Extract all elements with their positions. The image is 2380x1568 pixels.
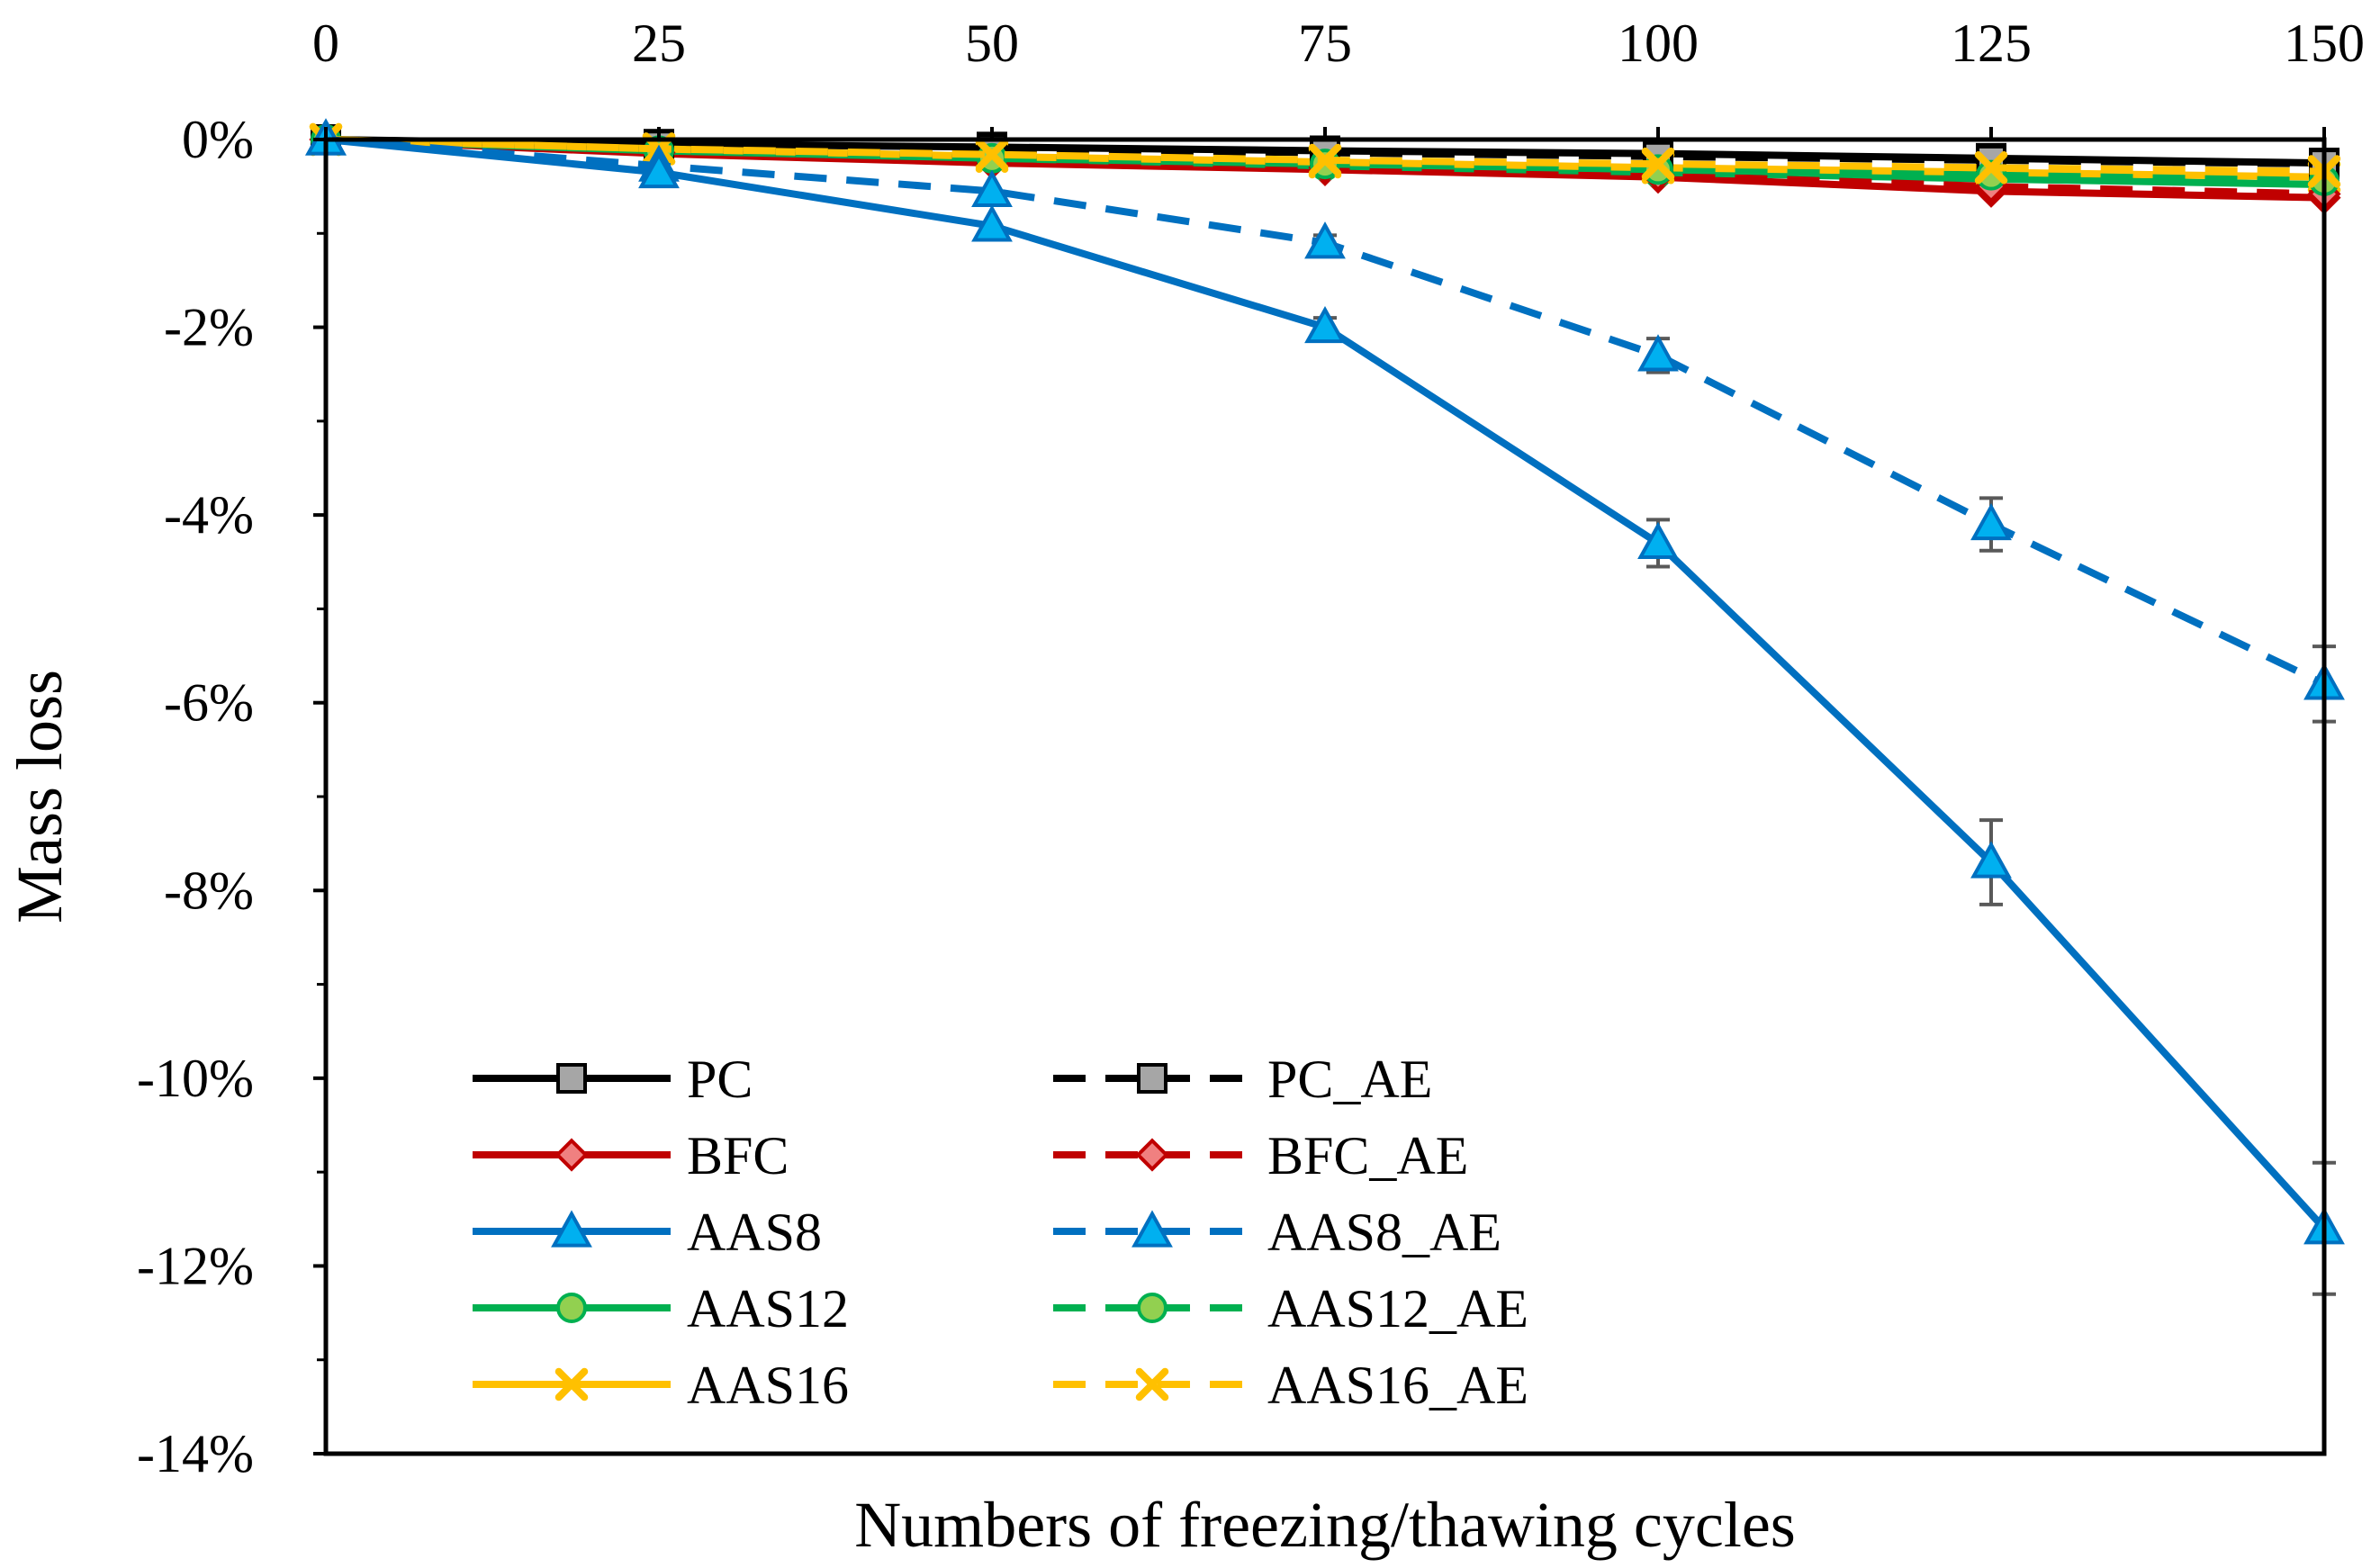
point-aas16-ae — [1641, 147, 1675, 181]
point-aas8 — [1637, 521, 1679, 560]
legend: PC BFC AAS8 AAS12 AAS16 PC_AE BFC_AE AAS8_AE AAS… — [473, 1050, 1528, 1415]
y-tick-label: -4% — [164, 485, 254, 545]
legend-item-aas8: AAS8 — [473, 1203, 822, 1262]
legend-marker-aas8-ae — [1131, 1210, 1173, 1248]
legend-item-pc: PC — [473, 1050, 753, 1109]
point-aas8-ae — [1637, 334, 1679, 372]
legend-label-aas16: AAS16 — [687, 1356, 849, 1415]
y-tick-label: -6% — [164, 673, 254, 733]
legend-marker-aas12 — [556, 1293, 587, 1323]
legend-marker-aas16-ae — [1135, 1367, 1169, 1401]
point-aas16-ae — [1974, 151, 2008, 185]
legend-marker-bfc — [554, 1138, 589, 1172]
legend-marker-pc-ae — [1137, 1063, 1167, 1094]
legend-label-aas12-ae: AAS12_AE — [1267, 1279, 1528, 1338]
x-tick-label: 75 — [1298, 14, 1352, 73]
legend-marker-bfc-ae — [1135, 1138, 1169, 1172]
x-tick-labels: 0 25 50 75 100 125 150 — [312, 14, 2365, 73]
point-aas8 — [971, 204, 1013, 242]
legend-label-aas8: AAS8 — [687, 1203, 822, 1262]
x-tick-label: 150 — [2284, 14, 2365, 73]
legend-label-aas12: AAS12 — [687, 1279, 849, 1338]
legend-label-aas8-ae: AAS8_AE — [1267, 1203, 1501, 1262]
y-axis-title: Mass loss — [4, 670, 76, 924]
legend-item-aas12: AAS12 — [473, 1279, 849, 1338]
legend-item-bfc-ae: BFC_AE — [1053, 1126, 1468, 1185]
point-aas8 — [1970, 841, 2012, 879]
point-aas16-ae — [1308, 143, 1342, 177]
y-tick-label: -2% — [164, 298, 254, 357]
legend-label-pc-ae: PC_AE — [1267, 1050, 1432, 1109]
axis-ticks — [313, 127, 2326, 1455]
y-tick-label: -14% — [137, 1424, 254, 1483]
legend-marker-aas12-ae — [1137, 1293, 1167, 1323]
y-tick-label: 0% — [182, 110, 254, 169]
y-tick-label: -10% — [137, 1049, 254, 1108]
x-tick-label: 25 — [632, 14, 686, 73]
x-tick-label: 50 — [965, 14, 1019, 73]
y-tick-labels: 0% -2% -4% -6% -8% -10% -12% -14% — [137, 110, 254, 1483]
x-tick-label: 100 — [1618, 14, 1699, 73]
legend-item-aas16: AAS16 — [473, 1356, 849, 1415]
legend-label-pc: PC — [687, 1050, 753, 1109]
legend-label-bfc: BFC — [687, 1126, 789, 1185]
legend-marker-pc — [556, 1063, 587, 1094]
legend-item-pc-ae: PC_AE — [1053, 1050, 1432, 1109]
legend-item-bfc: BFC — [473, 1126, 789, 1185]
legend-marker-aas8 — [551, 1210, 592, 1248]
point-aas8 — [638, 150, 680, 189]
legend-item-aas16-ae: AAS16_AE — [1053, 1356, 1528, 1415]
point-aas16-ae — [975, 138, 1009, 171]
x-tick-label: 0 — [312, 14, 339, 73]
legend-label-aas16-ae: AAS16_AE — [1267, 1356, 1528, 1415]
y-tick-label: -12% — [137, 1236, 254, 1295]
x-axis-title: Numbers of freezing/thawing cycles — [854, 1489, 1796, 1561]
y-tick-label: -8% — [164, 861, 254, 920]
legend-label-bfc-ae: BFC_AE — [1267, 1126, 1468, 1185]
legend-item-aas12-ae: AAS12_AE — [1053, 1279, 1528, 1338]
legend-item-aas8-ae: AAS8_AE — [1053, 1203, 1501, 1262]
point-aas8 — [1304, 305, 1346, 344]
point-aas8-ae — [1970, 502, 2012, 541]
point-aas8-ae — [1304, 221, 1346, 259]
legend-marker-aas16 — [554, 1367, 589, 1401]
x-tick-label: 125 — [1951, 14, 2032, 73]
